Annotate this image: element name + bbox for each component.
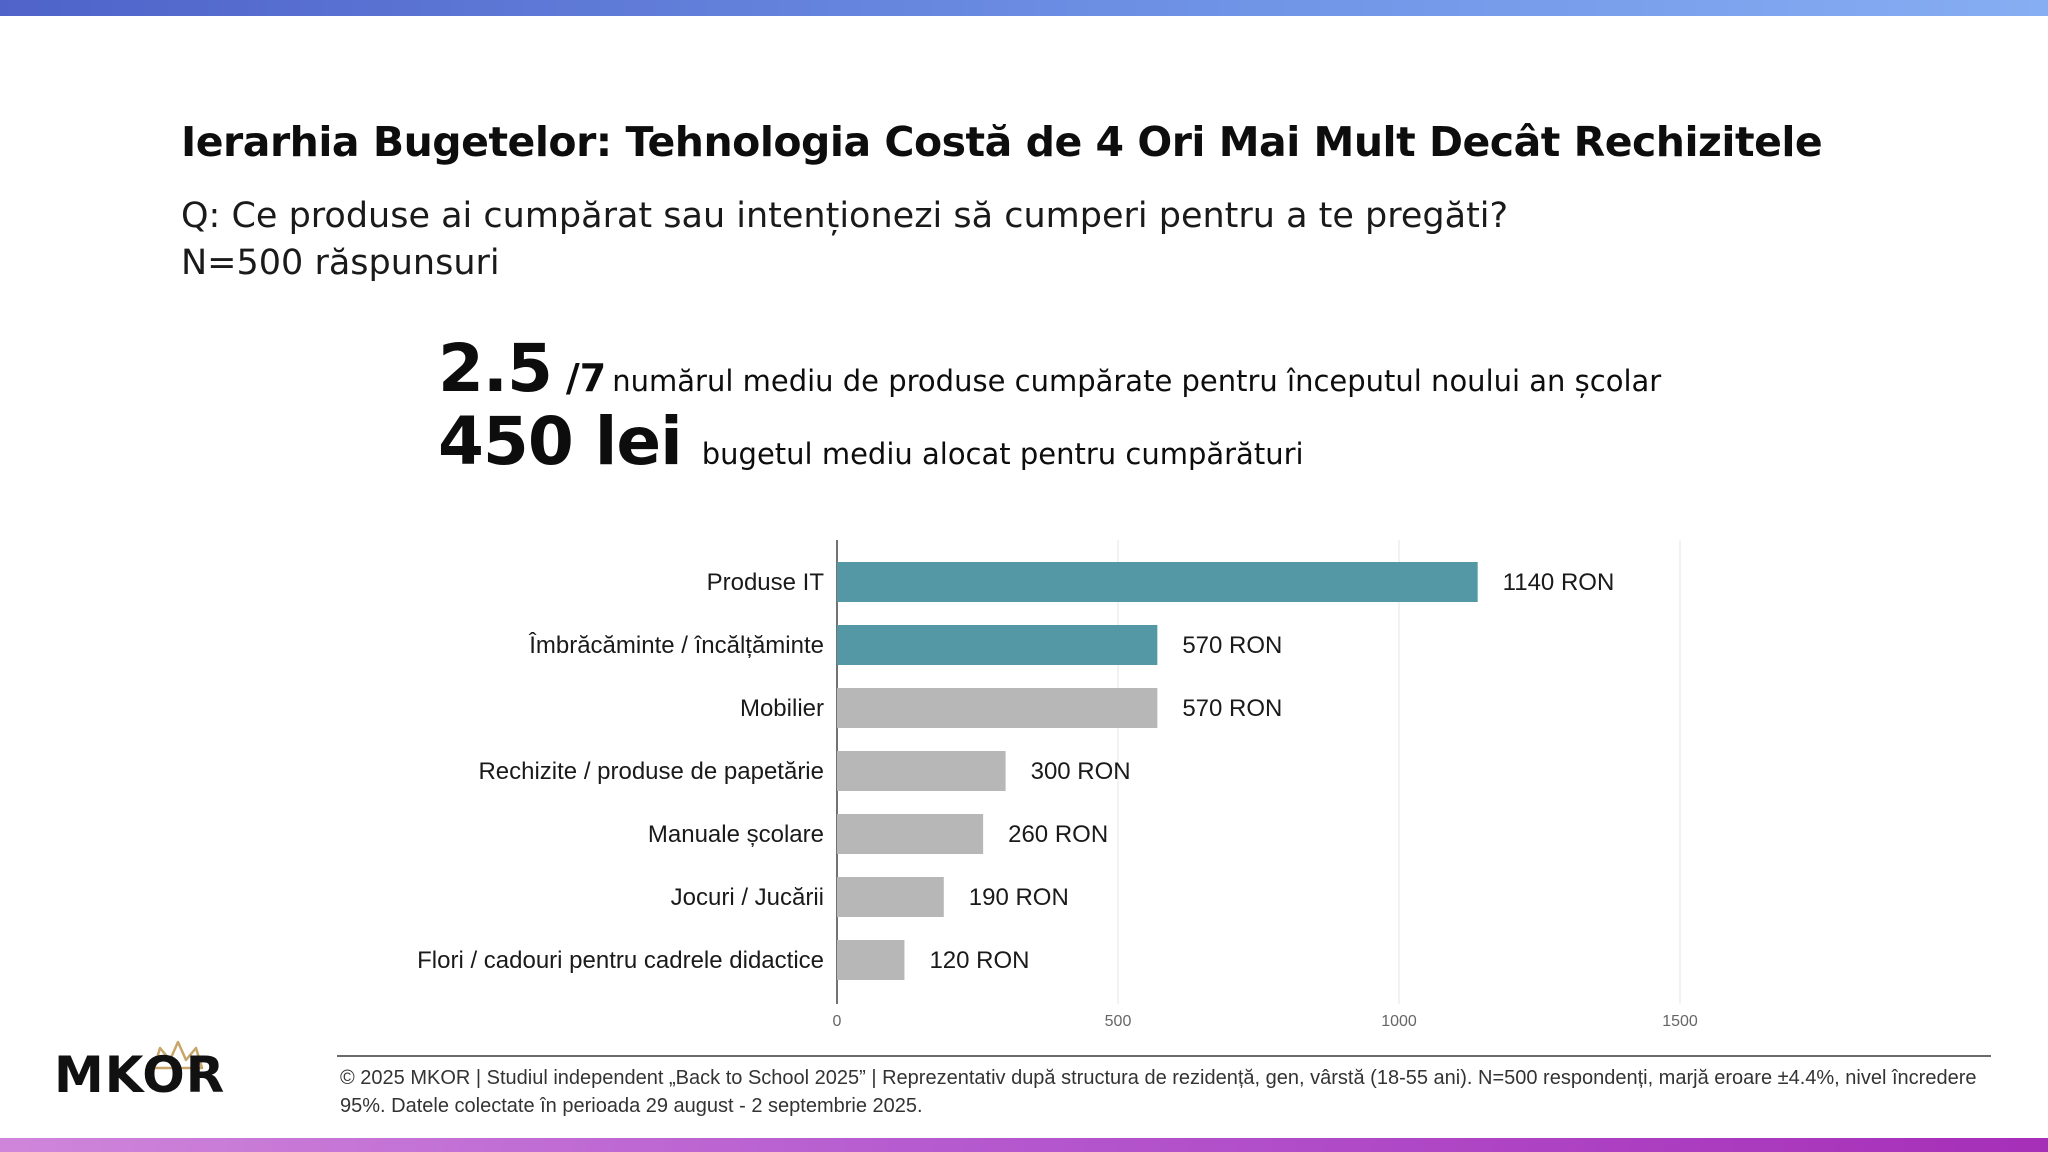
kpi-products-value: 2.5: [438, 330, 553, 407]
bar: [837, 625, 1158, 665]
mkor-logo: MKOR: [54, 1040, 244, 1104]
kpi-budget-value: 450 lei: [438, 403, 683, 480]
category-label: Mobilier: [740, 695, 824, 722]
page-title: Ierarhia Bugetelor: Tehnologia Costă de …: [181, 118, 1823, 166]
bar: [837, 940, 905, 980]
footer-divider: [337, 1055, 1991, 1057]
kpi-budget: 450 lei bugetul mediu alocat pentru cumpă…: [438, 403, 1304, 480]
bar: [837, 877, 944, 917]
value-label: 570 RON: [1182, 632, 1282, 659]
survey-question: Q: Ce produse ai cumpărat sau intențione…: [181, 196, 1509, 236]
x-tick-label: 1500: [1662, 1013, 1698, 1030]
top-accent-bar: [0, 0, 2048, 16]
kpi-budget-label: bugetul mediu alocat pentru cumpărături: [701, 437, 1304, 471]
x-tick-label: 1000: [1381, 1013, 1417, 1030]
value-label: 190 RON: [969, 884, 1069, 911]
category-label: Jocuri / Jucării: [671, 884, 824, 911]
x-tick-label: 0: [833, 1013, 842, 1030]
value-label: 260 RON: [1008, 821, 1108, 848]
category-label: Manuale școlare: [648, 821, 824, 848]
kpi-products-label: numărul mediu de produse cumpărate pentr…: [612, 364, 1662, 398]
value-label: 300 RON: [1031, 758, 1131, 785]
kpi-products: 2.5/7 numărul mediu de produse cumpărate …: [438, 330, 1661, 407]
bar: [837, 751, 1006, 791]
bar: [837, 688, 1158, 728]
footer-note: © 2025 MKOR | Studiul independent „Back …: [340, 1067, 1977, 1117]
logo-text: MKOR: [54, 1046, 226, 1104]
category-label: Produse IT: [707, 569, 825, 596]
value-label: 570 RON: [1182, 695, 1282, 722]
value-label: 120 RON: [929, 947, 1029, 974]
category-label: Rechizite / produse de papetărie: [478, 758, 824, 785]
sample-size: N=500 răspunsuri: [181, 243, 500, 283]
bar: [837, 562, 1478, 602]
budget-bar-chart: 0 500 1000 1500 Produse IT 1140 RON Îmbrăcămin…: [417, 540, 1698, 1030]
value-label: 1140 RON: [1503, 569, 1615, 596]
kpi-products-suffix: /7: [565, 356, 607, 400]
category-label: Flori / cadouri pentru cadrele didactice: [417, 947, 824, 974]
crown-icon: [152, 1040, 204, 1070]
category-label: Îmbrăcăminte / încălțăminte: [528, 632, 824, 659]
bar: [837, 814, 984, 854]
x-tick-label: 500: [1105, 1013, 1132, 1030]
bottom-accent-bar: [0, 1138, 2048, 1152]
